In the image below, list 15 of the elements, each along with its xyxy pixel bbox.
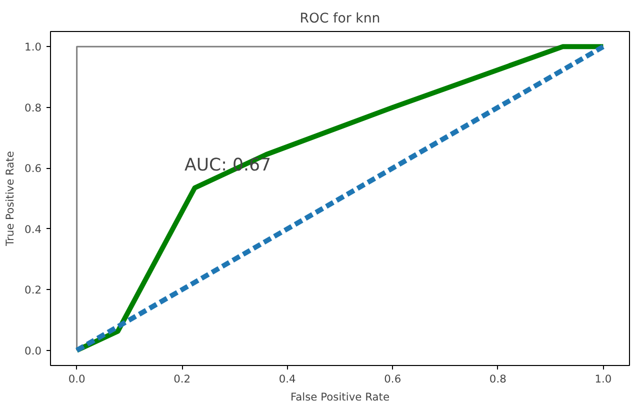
y-tick-label: 0.6 (24, 162, 42, 176)
y-tick-label: 0.0 (24, 344, 42, 358)
x-tick-label: 0.4 (278, 372, 296, 386)
x-tick-label: 1.0 (594, 372, 612, 386)
x-tick-label: 0.6 (384, 372, 402, 386)
x-tick-label: 0.0 (68, 372, 86, 386)
y-tick-label: 1.0 (24, 40, 42, 54)
y-tick-label: 0.2 (24, 284, 42, 297)
y-tick-label: 0.8 (24, 101, 42, 114)
x-tick-label: 0.8 (489, 372, 507, 386)
chart-title: ROC for knn (300, 12, 380, 26)
x-tick-label: 0.2 (174, 372, 191, 386)
y-axis-title: True Positive Rate (4, 151, 17, 247)
y-tick-label: 0.4 (24, 222, 42, 236)
x-axis-title: False Positive Rate (290, 390, 390, 404)
